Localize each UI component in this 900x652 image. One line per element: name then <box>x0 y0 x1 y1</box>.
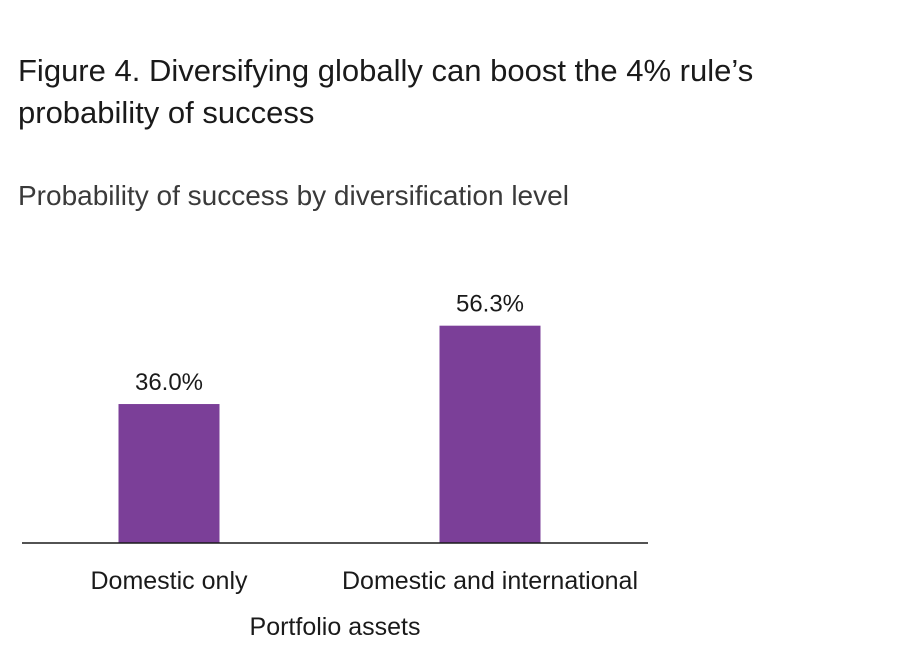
data-label-1: 36.0% <box>135 369 203 396</box>
labels-group: 36.0% Domestic only 56.3% Domestic and inte… <box>91 291 639 595</box>
bar-2 <box>439 325 541 543</box>
chart-subtitle: Probability of success by diversificatio… <box>18 180 569 211</box>
bars-group <box>118 325 541 543</box>
x-tick-label-1: Domestic only <box>91 567 248 595</box>
x-tick-label-2: Domestic and international <box>342 567 638 595</box>
bar-1 <box>118 404 220 543</box>
data-label-2: 56.3% <box>456 291 524 318</box>
chart-title: Figure 4. Diversifying globally can boos… <box>18 53 754 130</box>
x-axis-title: Portfolio assets <box>250 613 421 641</box>
